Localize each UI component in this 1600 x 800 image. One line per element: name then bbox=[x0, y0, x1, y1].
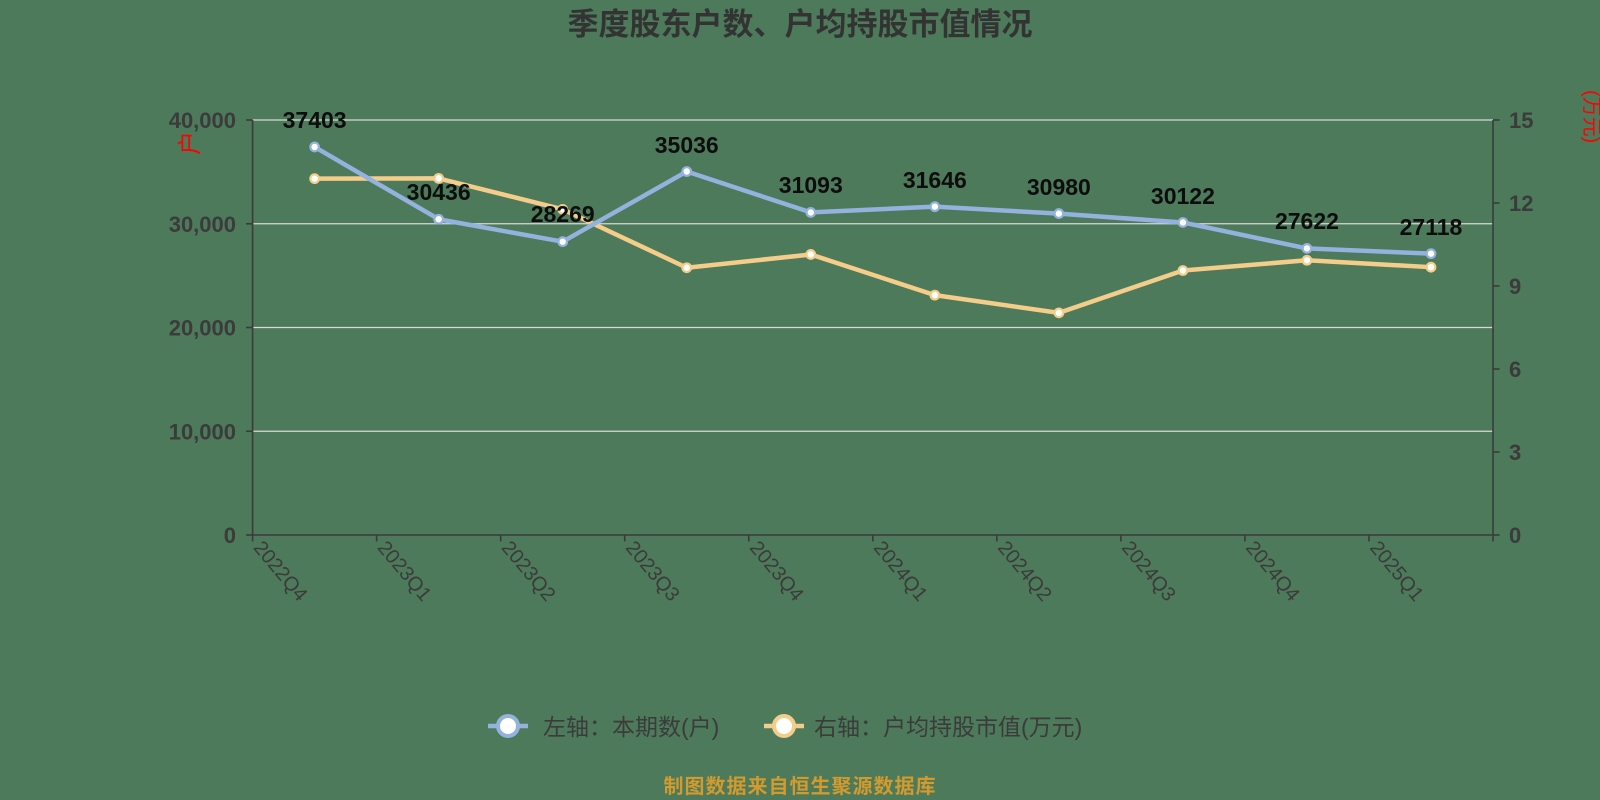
svg-text:6: 6 bbox=[1509, 357, 1521, 382]
svg-text:10,000: 10,000 bbox=[169, 419, 236, 444]
svg-text:27622: 27622 bbox=[1275, 208, 1339, 234]
svg-text:季度股东户数、户均持股市值情况: 季度股东户数、户均持股市值情况 bbox=[568, 7, 1033, 42]
svg-text:12: 12 bbox=[1509, 191, 1533, 216]
svg-text:20,000: 20,000 bbox=[169, 316, 236, 341]
svg-text:31093: 31093 bbox=[779, 172, 843, 198]
svg-text:28269: 28269 bbox=[531, 201, 595, 227]
svg-text:户: 户 bbox=[177, 131, 204, 155]
svg-text:30122: 30122 bbox=[1151, 183, 1215, 209]
svg-text:27118: 27118 bbox=[1400, 214, 1463, 240]
svg-text:右轴：户均持股市值(万元): 右轴：户均持股市值(万元) bbox=[814, 714, 1082, 740]
svg-text:0: 0 bbox=[224, 523, 236, 548]
svg-text:31646: 31646 bbox=[903, 167, 967, 193]
svg-text:3: 3 bbox=[1509, 440, 1521, 465]
svg-text:40,000: 40,000 bbox=[169, 108, 236, 133]
svg-text:37403: 37403 bbox=[283, 107, 347, 133]
svg-text:30980: 30980 bbox=[1027, 174, 1091, 200]
svg-text:制图数据来自恒生聚源数据库: 制图数据来自恒生聚源数据库 bbox=[664, 775, 937, 798]
svg-text:0: 0 bbox=[1509, 523, 1521, 548]
svg-text:(万元): (万元) bbox=[1580, 90, 1600, 143]
svg-text:15: 15 bbox=[1509, 108, 1533, 133]
svg-text:9: 9 bbox=[1509, 274, 1521, 299]
svg-text:30,000: 30,000 bbox=[169, 212, 236, 237]
svg-text:左轴：本期数(户): 左轴：本期数(户) bbox=[543, 714, 719, 740]
svg-text:35036: 35036 bbox=[655, 132, 719, 158]
svg-text:30436: 30436 bbox=[407, 179, 471, 205]
